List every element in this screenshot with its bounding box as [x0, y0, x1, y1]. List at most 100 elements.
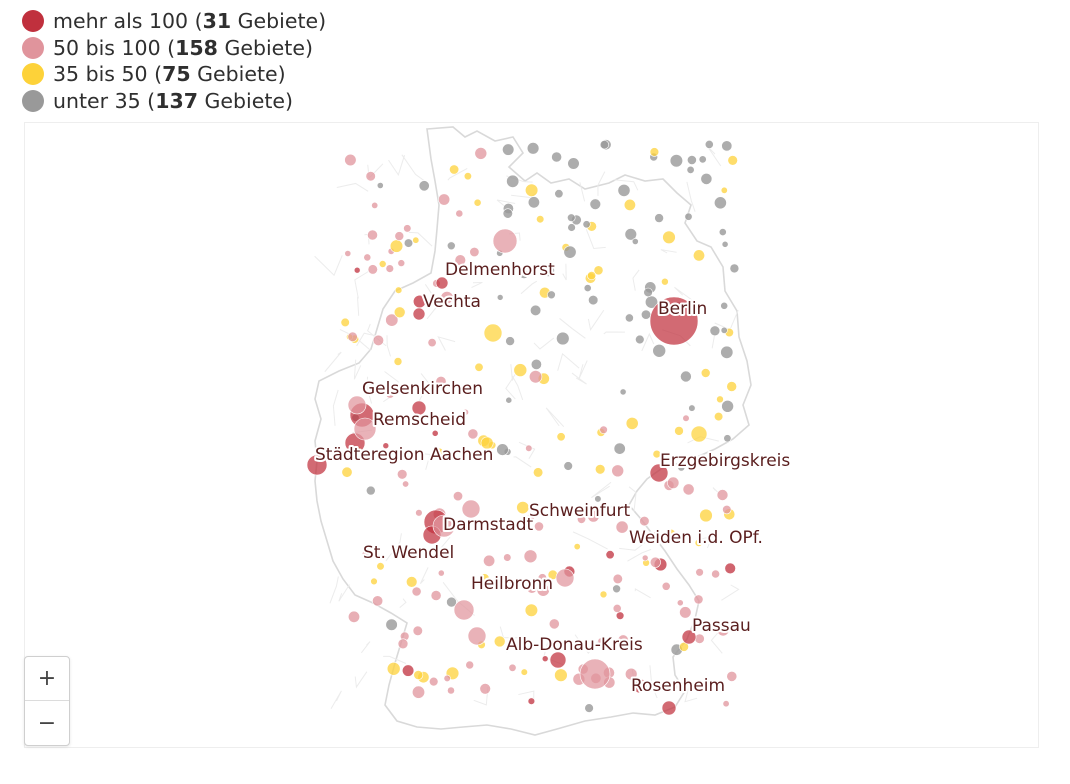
district-marker[interactable] [680, 370, 692, 383]
district-marker[interactable] [385, 618, 398, 631]
district-marker[interactable] [437, 569, 445, 577]
district-marker[interactable] [340, 317, 350, 327]
district-marker[interactable] [615, 611, 625, 620]
district-marker[interactable] [611, 464, 625, 478]
district-marker[interactable] [704, 139, 714, 149]
district-marker[interactable] [726, 381, 738, 392]
district-marker[interactable] [413, 670, 424, 680]
district-marker[interactable] [402, 664, 415, 677]
district-marker[interactable] [721, 399, 734, 413]
district-marker[interactable] [527, 196, 540, 209]
district-marker[interactable] [372, 595, 384, 607]
district-marker[interactable] [724, 562, 736, 575]
district-marker[interactable] [393, 306, 406, 319]
district-marker[interactable] [449, 164, 460, 175]
district-marker[interactable] [519, 269, 529, 279]
district-marker[interactable] [430, 590, 442, 601]
district-marker[interactable] [686, 165, 695, 174]
district-marker[interactable] [641, 554, 649, 562]
district-marker[interactable] [643, 287, 653, 298]
district-marker[interactable] [443, 674, 451, 683]
district-marker[interactable] [625, 313, 634, 323]
map-container[interactable]: Delmenhorst Vechta Berlin Gelsenkirchen … [24, 122, 1039, 748]
district-marker[interactable] [347, 610, 360, 623]
district-marker[interactable] [720, 186, 728, 194]
district-marker[interactable] [711, 569, 720, 579]
district-marker[interactable] [474, 147, 488, 160]
district-marker[interactable] [385, 264, 394, 273]
district-marker[interactable] [520, 668, 528, 676]
district-marker[interactable] [720, 345, 734, 359]
district-marker[interactable] [589, 198, 601, 210]
district-marker[interactable] [427, 338, 437, 348]
district-marker[interactable] [579, 658, 611, 690]
district-marker[interactable] [365, 485, 376, 496]
district-marker[interactable] [372, 334, 385, 346]
district-marker[interactable] [363, 253, 372, 262]
district-marker[interactable] [681, 629, 697, 645]
district-marker[interactable] [682, 483, 695, 496]
district-marker[interactable] [654, 213, 664, 223]
district-marker[interactable] [440, 291, 454, 305]
district-marker[interactable] [461, 499, 481, 519]
district-marker[interactable] [639, 516, 650, 527]
district-marker[interactable] [720, 326, 728, 334]
district-marker[interactable] [344, 250, 352, 257]
district-marker[interactable] [496, 294, 504, 301]
district-marker[interactable] [619, 388, 627, 396]
district-marker[interactable] [370, 577, 378, 586]
district-marker[interactable] [613, 442, 626, 455]
district-marker[interactable] [525, 444, 533, 452]
district-marker[interactable] [632, 678, 648, 694]
district-marker[interactable] [429, 676, 439, 687]
district-marker[interactable] [623, 198, 636, 211]
district-marker[interactable] [687, 155, 697, 165]
zoom-in-button[interactable]: + [25, 657, 69, 701]
district-marker[interactable] [496, 443, 509, 456]
district-marker[interactable] [573, 543, 581, 551]
district-marker[interactable] [612, 573, 623, 585]
district-marker[interactable] [554, 668, 568, 682]
district-marker[interactable] [505, 396, 513, 404]
district-marker[interactable] [612, 603, 622, 613]
district-marker[interactable] [433, 447, 445, 458]
district-marker[interactable] [599, 425, 608, 434]
district-marker[interactable] [679, 606, 692, 619]
district-marker[interactable] [644, 295, 658, 309]
district-marker[interactable] [721, 240, 729, 248]
district-marker[interactable] [376, 562, 385, 571]
district-marker[interactable] [534, 521, 544, 532]
district-marker[interactable] [365, 171, 376, 182]
district-marker[interactable] [415, 509, 423, 517]
district-marker[interactable] [721, 140, 733, 152]
district-marker[interactable] [624, 667, 638, 681]
district-marker[interactable] [446, 596, 457, 608]
district-marker[interactable] [599, 590, 608, 599]
district-marker[interactable] [612, 584, 621, 594]
district-marker[interactable] [412, 307, 426, 321]
district-marker[interactable] [447, 686, 455, 695]
district-marker[interactable] [582, 220, 591, 229]
district-marker[interactable] [667, 476, 680, 489]
district-marker[interactable] [661, 581, 671, 591]
district-marker[interactable] [597, 637, 606, 646]
district-marker[interactable] [549, 651, 567, 669]
district-marker[interactable] [624, 228, 637, 241]
district-marker[interactable] [455, 209, 464, 218]
district-marker[interactable] [700, 368, 711, 378]
district-marker[interactable] [652, 449, 661, 459]
district-marker[interactable] [479, 573, 490, 584]
district-marker[interactable] [462, 408, 469, 416]
district-marker[interactable] [718, 228, 727, 236]
district-marker[interactable] [649, 463, 669, 483]
district-marker[interactable] [669, 154, 684, 168]
district-marker[interactable] [617, 634, 629, 646]
district-marker[interactable] [652, 344, 667, 358]
district-marker[interactable] [435, 276, 449, 290]
district-marker[interactable] [583, 284, 592, 292]
district-marker[interactable] [503, 553, 512, 562]
district-marker[interactable] [677, 463, 686, 472]
district-marker[interactable] [438, 414, 446, 422]
district-marker[interactable] [418, 180, 430, 192]
district-marker[interactable] [537, 573, 547, 583]
